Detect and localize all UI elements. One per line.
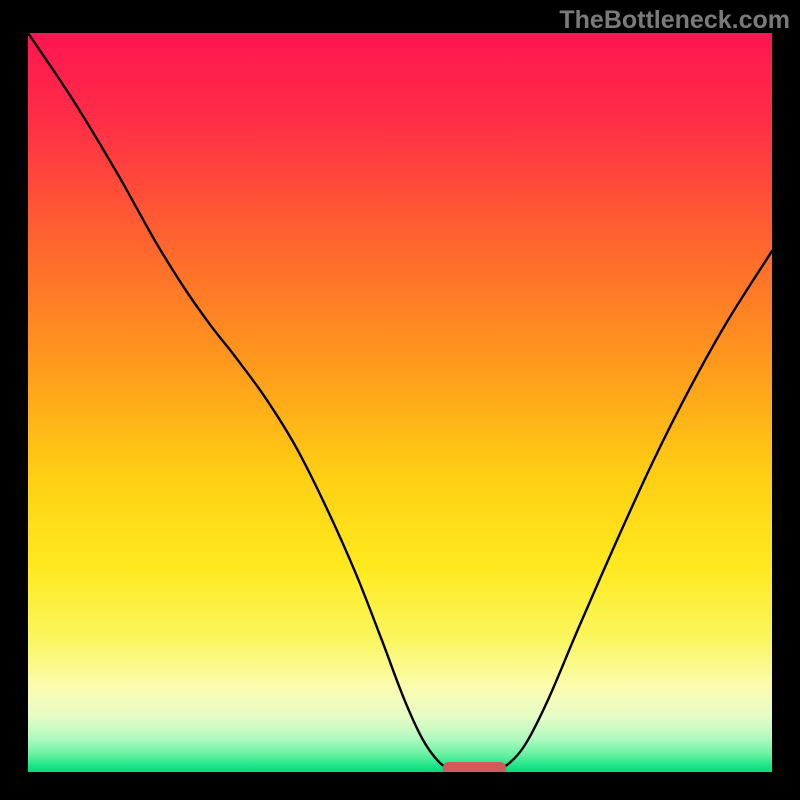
optimal-marker [443,762,506,772]
gradient-background [28,33,772,772]
watermark-text: TheBottleneck.com [559,6,790,35]
chart-svg [28,33,772,772]
chart-frame [28,33,772,772]
